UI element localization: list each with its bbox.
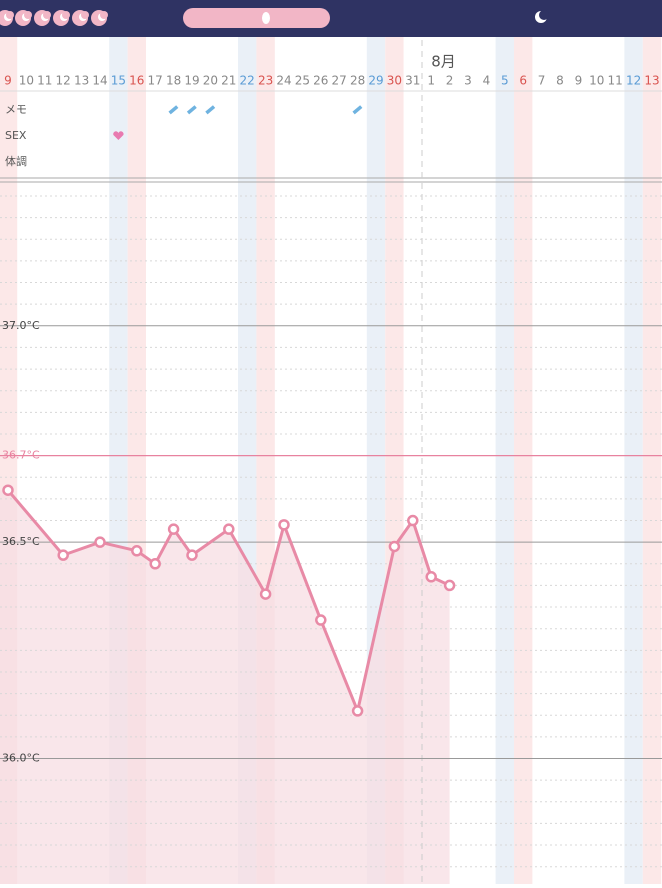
- x-tick-label: 1: [427, 74, 435, 88]
- x-tick-label: 7: [538, 74, 546, 88]
- x-tick-label: 10: [19, 74, 34, 88]
- x-tick-label: 11: [608, 74, 623, 88]
- row-label: 体調: [5, 154, 27, 168]
- pencil: [168, 105, 179, 115]
- x-tick-label: 28: [350, 74, 365, 88]
- x-tick-label: 27: [332, 74, 347, 88]
- heart: [113, 131, 124, 140]
- x-tick-label: 9: [575, 74, 583, 88]
- data-point: [149, 558, 161, 570]
- sunday-column: [642, 37, 662, 884]
- memo-icon[interactable]: [352, 105, 363, 115]
- data-point: [443, 579, 456, 592]
- data-point: [94, 536, 106, 548]
- area: [0, 490, 450, 884]
- temperature-line: [6, 489, 451, 713]
- x-tick-label: 9: [4, 74, 12, 88]
- data-point: [57, 549, 69, 561]
- data-point: [315, 614, 327, 626]
- x-tick-label: 21: [221, 74, 236, 88]
- x-tick-label: 14: [92, 74, 107, 88]
- x-tick-label: 19: [184, 74, 199, 88]
- reference-label: 36.7°C: [2, 449, 40, 462]
- data-point: [259, 588, 272, 600]
- saturday-column: [624, 37, 643, 884]
- x-tick-label: 15: [111, 74, 126, 88]
- x-tick-label: 12: [626, 74, 641, 88]
- data-point: [167, 523, 180, 535]
- x-tick-label: 5: [501, 74, 509, 88]
- x-tick-label: 23: [258, 74, 273, 88]
- x-tick-label: 2: [446, 74, 454, 88]
- data-point: [407, 514, 419, 527]
- month-label: 8月: [431, 53, 456, 71]
- data-point: [2, 484, 14, 496]
- phase-pill[interactable]: [183, 8, 330, 28]
- x-tick-label: 11: [37, 74, 52, 88]
- data-point: [223, 523, 235, 535]
- y-tick-label: 37.0°C: [2, 319, 40, 332]
- x-tick-label: 6: [519, 74, 527, 88]
- sunday-column: [514, 37, 533, 884]
- x-tick-label: 30: [387, 74, 402, 88]
- x-tick-label: 24: [276, 74, 291, 88]
- x-tick-label: 18: [166, 74, 181, 88]
- memo-icon[interactable]: [168, 105, 179, 115]
- x-tick-label: 31: [405, 74, 420, 88]
- x-tick-label: 25: [295, 74, 310, 88]
- data-point: [388, 540, 401, 553]
- y-tick-label: 36.5°C: [2, 535, 40, 548]
- memo-icon[interactable]: [205, 105, 216, 115]
- data-point: [186, 549, 198, 561]
- row-label: SEX: [5, 129, 27, 142]
- x-tick-label: 10: [589, 74, 604, 88]
- x-tick-label: 16: [129, 74, 144, 88]
- pencil: [186, 105, 197, 115]
- x-tick-label: 13: [644, 74, 659, 88]
- data-point: [351, 705, 364, 717]
- drop-icon: [262, 12, 270, 24]
- data-point: [425, 571, 437, 583]
- data-point: [131, 545, 143, 557]
- data-point: [278, 519, 290, 531]
- x-tick-label: 17: [148, 74, 163, 88]
- memo-icon[interactable]: [186, 105, 197, 115]
- x-tick-label: 12: [56, 74, 71, 88]
- x-tick-label: 22: [240, 74, 255, 88]
- x-tick-label: 4: [483, 74, 491, 88]
- x-tick-label: 13: [74, 74, 89, 88]
- pencil: [205, 105, 216, 115]
- y-tick-label: 36.0°C: [2, 752, 40, 765]
- heart-icon[interactable]: [113, 131, 124, 140]
- row-label: メモ: [5, 103, 27, 116]
- x-tick-label: 26: [313, 74, 328, 88]
- x-tick-label: 8: [556, 74, 564, 88]
- x-tick-label: 3: [464, 74, 472, 88]
- saturday-column: [495, 37, 514, 884]
- x-tick-label: 29: [368, 74, 383, 88]
- pencil: [352, 105, 363, 115]
- top-bar: [0, 0, 662, 37]
- x-tick-label: 20: [203, 74, 218, 88]
